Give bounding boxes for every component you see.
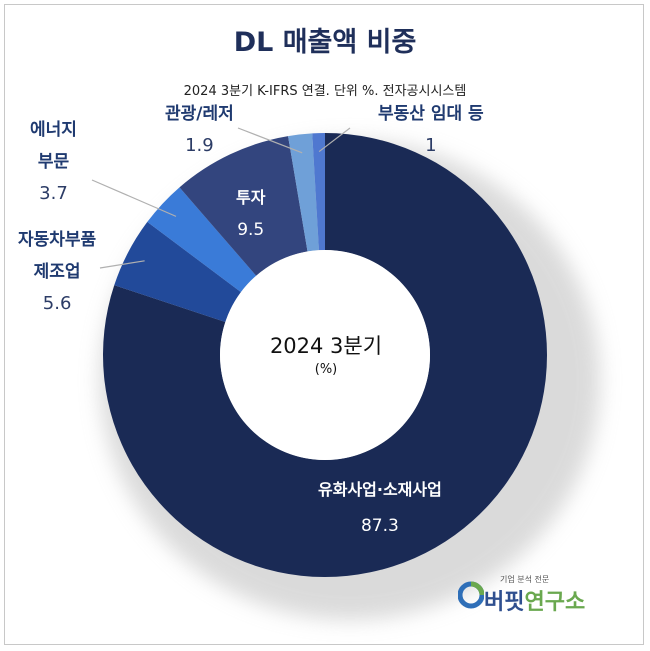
- label-leisure-value: 1.9: [185, 135, 214, 156]
- leader-line-auto: [99, 260, 145, 269]
- brand-logo-tagline: 기업 분석 전문: [500, 575, 550, 584]
- label-petro: 유화사업·소재사업 87.3: [318, 472, 442, 544]
- label-auto: 자동차부품 제조업 5.6: [18, 224, 96, 320]
- leader-line-leisure: [237, 127, 303, 154]
- label-invest-name: 투자: [236, 188, 266, 207]
- label-energy: 에너지 부문 3.7: [30, 114, 77, 210]
- slice-realestate: [312, 133, 325, 251]
- leader-line-realestate: [318, 127, 351, 153]
- slice-petro: [102, 133, 548, 577]
- label-energy-name1: 에너지: [30, 120, 77, 140]
- label-auto-value: 5.6: [42, 293, 72, 314]
- center-period: 2024 3분기: [269, 334, 383, 358]
- label-energy-value: 3.7: [39, 183, 68, 204]
- center-label: 2024 3분기 (%): [226, 330, 426, 377]
- label-energy-name2: 부문: [37, 152, 70, 172]
- label-realestate-name: 부동산 임대 등: [378, 104, 484, 124]
- label-leisure-name: 관광/레저: [165, 104, 234, 124]
- donut-hole: [220, 250, 430, 460]
- label-petro-value: 87.3: [360, 516, 399, 536]
- leader-line-energy: [91, 179, 177, 217]
- label-realestate-value: 1: [425, 135, 437, 156]
- label-invest-value: 9.5: [237, 220, 265, 240]
- label-leisure: 관광/레저 1.9: [165, 98, 234, 162]
- brand-logo: 기업 분석 전문 버핏연구소: [458, 574, 618, 616]
- brand-logo-name: 버핏연구소: [484, 584, 585, 616]
- label-realestate: 부동산 임대 등 1: [378, 98, 484, 162]
- slice-invest: [179, 136, 308, 276]
- center-unit: (%): [314, 362, 338, 377]
- brand-logo-mark: [458, 581, 484, 609]
- brand-logo-name-a: 버핏: [484, 590, 525, 615]
- chart-title: DL 매출액 비중: [233, 27, 417, 58]
- chart-subtitle: 2024 3분기 K-IFRS 연결. 단위 %. 전자공시시스템: [183, 84, 467, 99]
- brand-logo-name-b: 연구소: [524, 590, 586, 615]
- label-invest: 투자 9.5: [236, 182, 265, 246]
- slice-energy: [147, 187, 257, 293]
- chart-frame: [4, 4, 644, 645]
- label-petro-name: 유화사업·소재사업: [318, 480, 442, 499]
- slice-leisure: [288, 133, 319, 252]
- slice-auto: [114, 221, 241, 322]
- label-auto-name1: 자동차부품: [18, 230, 97, 250]
- label-auto-name2: 제조업: [33, 262, 81, 282]
